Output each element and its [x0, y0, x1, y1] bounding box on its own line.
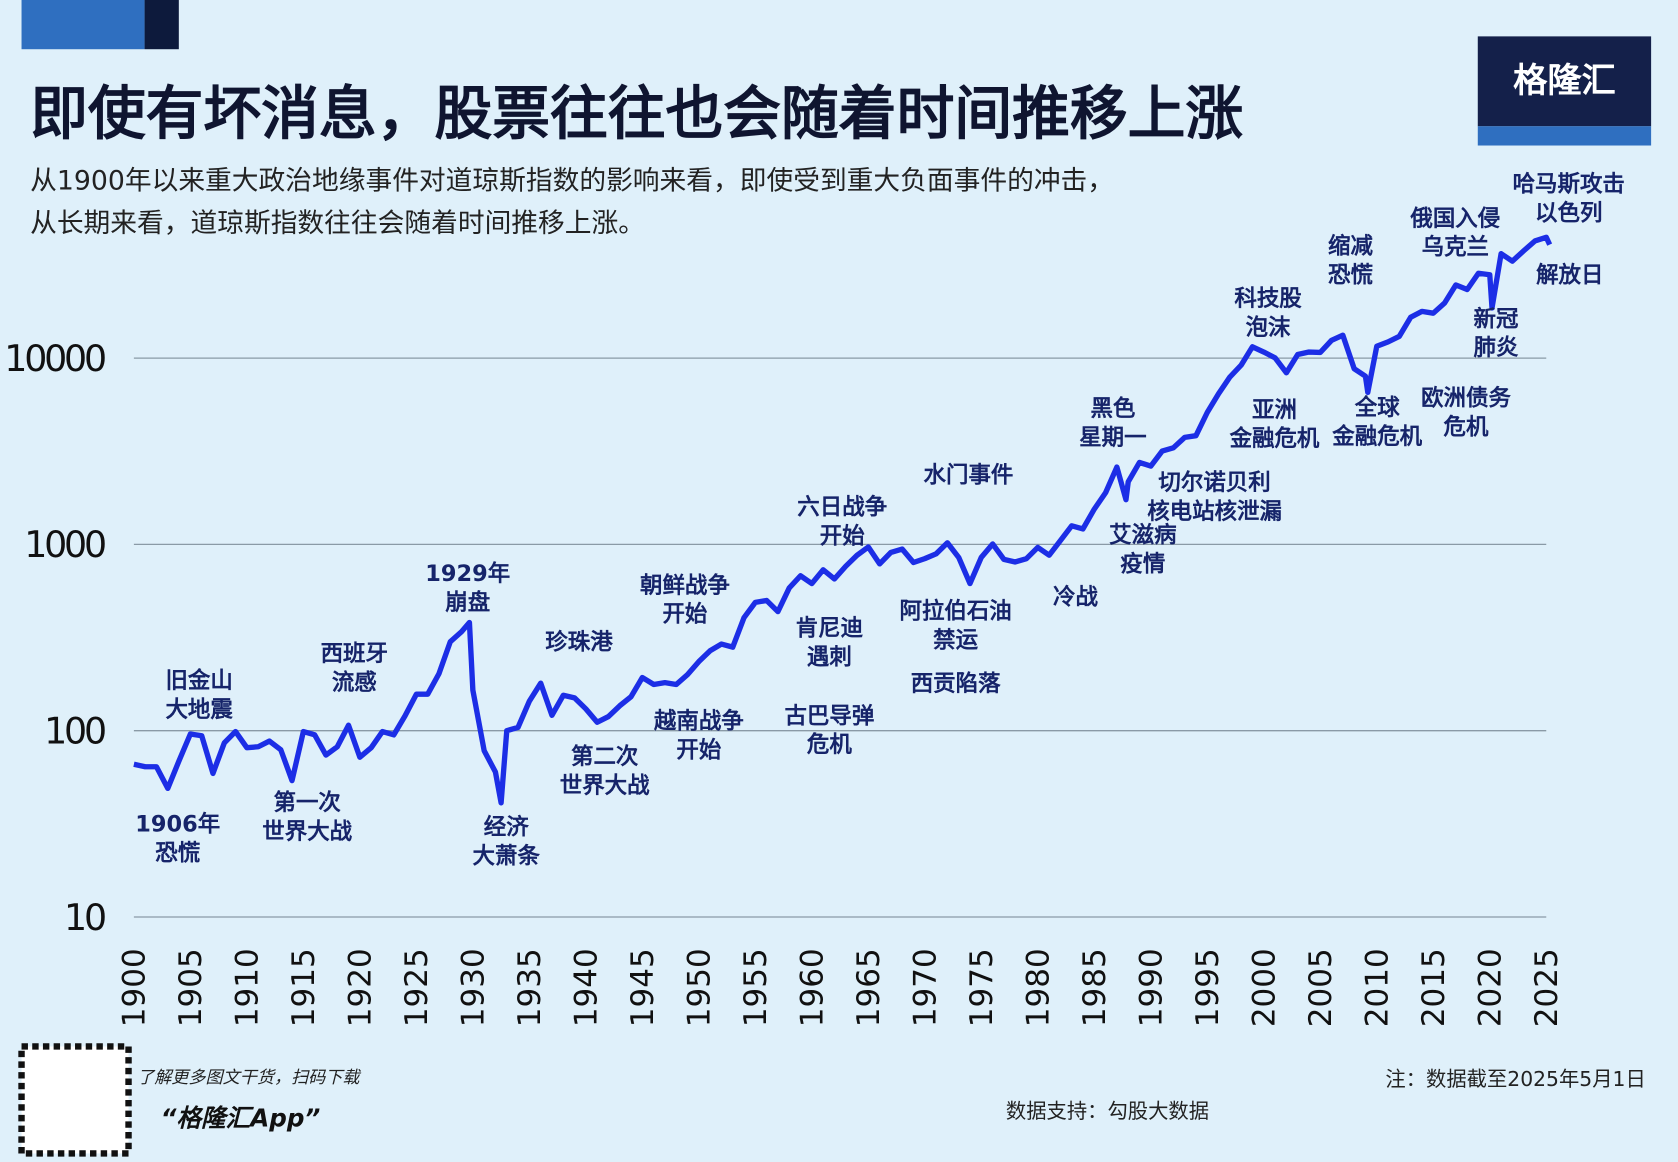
x-tick-label: 1910	[230, 948, 266, 1027]
annotation: 西贡陷落	[911, 670, 1001, 697]
annotation: 崩盘	[445, 589, 490, 616]
annotation: 流感	[332, 669, 377, 696]
annotation: 乌克兰	[1422, 234, 1489, 261]
footer-promo: 了解更多图文干货，扫码下载	[137, 1068, 361, 1088]
x-tick-label: 2020	[1472, 948, 1508, 1027]
annotation: 遇刺	[807, 644, 852, 670]
chart-title: 即使有坏消息，股票往往也会随着时间推移上涨	[30, 80, 1243, 148]
annotation: 越南战争	[654, 708, 744, 735]
annotation: 六日战争	[797, 494, 887, 521]
x-tick-label: 1900	[117, 948, 153, 1027]
annotation: 第一次	[274, 789, 342, 816]
annotation: 俄国入侵	[1409, 206, 1500, 232]
annotation: 世界大战	[560, 773, 650, 799]
annotation: 第二次	[571, 743, 639, 770]
annotation: 金融危机	[1229, 425, 1320, 452]
x-tick-label: 1970	[908, 948, 944, 1027]
footer-source: 数据支持：勾股大数据	[1006, 1099, 1209, 1123]
x-tick-label: 1940	[569, 948, 605, 1027]
annotation: 恐慌	[1328, 262, 1373, 288]
annotation: 星期一	[1079, 425, 1146, 451]
decor-bar	[21, 0, 145, 50]
x-tick-label: 1965	[851, 948, 887, 1027]
x-tick-label: 1995	[1190, 948, 1226, 1027]
annotation: 缩减	[1328, 233, 1373, 260]
annotation: 水门事件	[924, 462, 1014, 489]
x-tick-label: 1905	[173, 948, 209, 1027]
annotation: 解放日	[1536, 261, 1603, 288]
annotation: 珍珠港	[545, 628, 613, 655]
annotation: 肯尼迪	[796, 616, 864, 642]
annotation: 大萧条	[473, 842, 541, 869]
x-tick-label: 1930	[456, 948, 492, 1027]
annotation: 朝鲜战争	[640, 572, 730, 599]
x-tick-label: 1975	[964, 948, 1000, 1027]
footer-note: 注：数据截至2025年5月1日	[1385, 1067, 1645, 1091]
annotation: 西班牙	[321, 641, 388, 667]
data-line	[133, 234, 1553, 806]
x-tick-label: 1980	[1021, 948, 1057, 1027]
qr-code	[18, 1043, 132, 1157]
subtitle: 从长期来看，道琼斯指数往往会随着时间推移上涨。	[30, 208, 645, 239]
annotation: 冷战	[1053, 584, 1098, 611]
decor-bar	[144, 0, 179, 50]
logo-box	[1477, 36, 1652, 127]
annotation: 1906年	[135, 810, 220, 837]
x-tick-label: 1950	[682, 948, 718, 1027]
annotation: 疫情	[1120, 550, 1165, 577]
annotation: 欧洲债务	[1421, 386, 1511, 412]
y-tick-label: 100	[44, 710, 105, 753]
annotation: 哈马斯攻击	[1513, 171, 1625, 198]
brand: 格隆汇	[1513, 61, 1616, 101]
x-tick-label: 2025	[1529, 948, 1565, 1027]
x-tick-label: 1935	[512, 948, 548, 1027]
x-tick-label: 1990	[1133, 948, 1169, 1027]
annotation: 泡沫	[1246, 314, 1291, 341]
annotation: 核电站核泄漏	[1147, 498, 1282, 525]
annotation: 大地震	[165, 697, 233, 723]
y-tick-label: 10000	[4, 337, 105, 380]
annotation: 恐慌	[155, 840, 200, 866]
annotation: 旧金山	[165, 667, 232, 694]
annotation: 危机	[807, 731, 852, 758]
annotation: 经济	[484, 814, 529, 841]
subtitle: 从1900年以来重大政治地缘事件对道琼斯指数的影响来看，即使受到重大负面事件的冲…	[30, 165, 1114, 196]
annotation: 黑色	[1090, 395, 1135, 422]
x-tick-label: 1925	[399, 948, 435, 1027]
logo-stripe	[1477, 126, 1652, 146]
annotation: 禁运	[933, 626, 978, 653]
annotation: 艾滋病	[1109, 521, 1176, 548]
x-tick-label: 1960	[795, 948, 831, 1027]
x-tick-label: 2005	[1303, 948, 1339, 1027]
annotation: 肺炎	[1474, 335, 1519, 361]
annotation: 新冠	[1474, 305, 1519, 332]
annotation: 以色列	[1535, 199, 1602, 226]
x-tick-label: 2000	[1246, 948, 1282, 1027]
x-tick-label: 2015	[1416, 948, 1452, 1027]
x-tick-label: 2010	[1359, 948, 1395, 1027]
y-tick-label: 10	[64, 896, 105, 939]
annotation: 阿拉伯石油	[899, 597, 1011, 624]
annotation: 世界大战	[262, 819, 352, 845]
annotation: 全球	[1354, 394, 1400, 421]
annotation: 古巴导弹	[784, 703, 874, 729]
annotation: 金融危机	[1331, 423, 1422, 450]
annotation: 开始	[676, 737, 721, 764]
x-tick-label: 1985	[1077, 948, 1113, 1027]
annotation: 开始	[662, 601, 707, 628]
annotation: 开始	[820, 523, 865, 550]
y-tick-label: 1000	[24, 523, 105, 566]
x-tick-label: 1920	[343, 948, 379, 1027]
annotation: 科技股	[1234, 286, 1302, 312]
x-tick-label: 1915	[286, 948, 322, 1027]
annotation: 切尔诺贝利	[1158, 470, 1270, 496]
annotation: 亚洲	[1252, 397, 1297, 423]
annotation: 危机	[1444, 413, 1489, 440]
x-tick-label: 1945	[625, 948, 661, 1027]
x-tick-label: 1955	[738, 948, 774, 1027]
annotation: 1929年	[425, 560, 510, 587]
footer-app: “格隆汇App”	[161, 1104, 321, 1133]
